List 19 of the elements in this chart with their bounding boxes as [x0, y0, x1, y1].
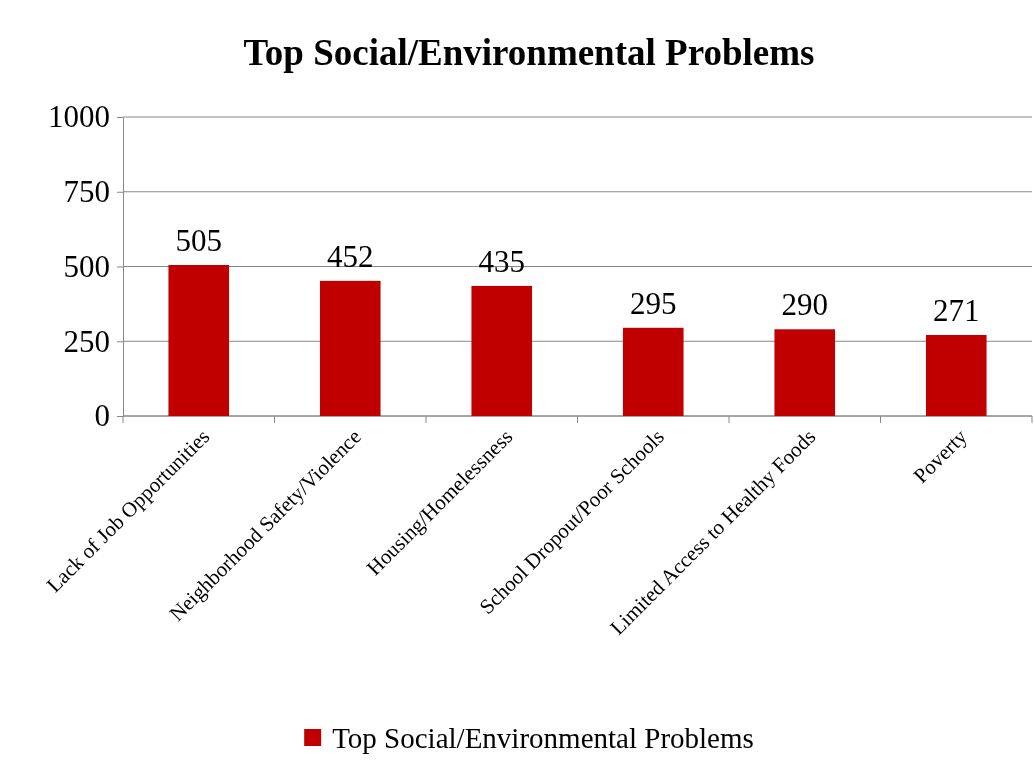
data-label: 452: [327, 238, 374, 274]
y-tick-label: 250: [63, 323, 110, 359]
y-tick-label: 0: [94, 398, 110, 434]
bar: [622, 327, 684, 416]
data-label: 505: [175, 223, 222, 259]
legend-label: Top Social/Environmental Problems: [332, 722, 754, 754]
data-label: 435: [478, 243, 525, 279]
bar: [319, 280, 381, 416]
data-label: 295: [630, 285, 677, 321]
bar: [168, 265, 230, 416]
y-tick-label: 750: [63, 174, 110, 210]
y-tick-label: 1000: [48, 99, 110, 135]
data-label: 290: [781, 287, 828, 323]
bar: [471, 285, 533, 416]
bar: [925, 334, 987, 416]
y-tick-label: 500: [63, 248, 110, 284]
bar: [774, 329, 836, 416]
data-label: 271: [933, 292, 980, 328]
chart-title: Top Social/Environmental Problems: [243, 32, 815, 73]
